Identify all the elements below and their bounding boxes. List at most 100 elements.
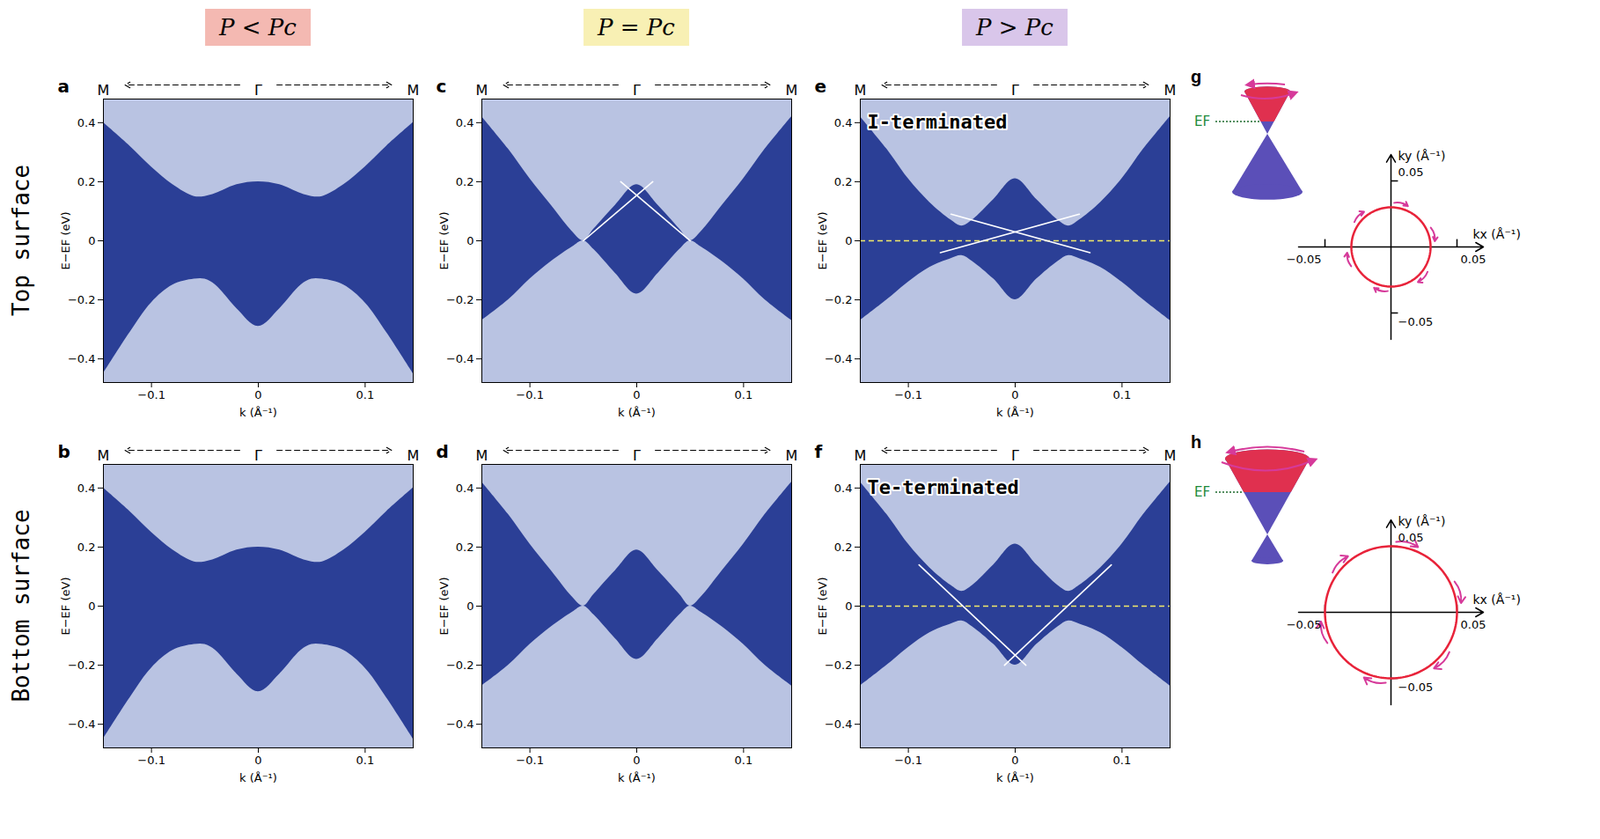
svg-text:ky (Å⁻¹): ky (Å⁻¹) (1398, 513, 1446, 529)
svg-text:0.2: 0.2 (834, 540, 853, 554)
svg-text:0.05: 0.05 (1398, 530, 1424, 544)
svg-text:k (Å⁻¹): k (Å⁻¹) (617, 770, 656, 785)
svg-text:M: M (854, 81, 867, 99)
svg-text:f: f (814, 440, 823, 463)
svg-text:Γ: Γ (254, 447, 263, 464)
svg-text:−0.05: −0.05 (1398, 680, 1434, 694)
svg-text:0.4: 0.4 (455, 115, 475, 129)
svg-text:0.05: 0.05 (1398, 165, 1424, 179)
svg-text:0.1: 0.1 (1113, 388, 1132, 402)
svg-text:0.05: 0.05 (1460, 617, 1487, 632)
svg-text:0: 0 (844, 234, 852, 248)
svg-text:E−EF (eV): E−EF (eV) (815, 577, 830, 636)
svg-text:k (Å⁻¹): k (Å⁻¹) (239, 405, 278, 419)
svg-text:0: 0 (632, 388, 640, 402)
svg-text:c: c (436, 75, 448, 97)
svg-text:Γ: Γ (632, 81, 641, 99)
svg-text:−0.2: −0.2 (824, 293, 853, 307)
svg-text:M: M (476, 447, 489, 464)
svg-text:M: M (785, 447, 799, 464)
svg-text:E−EF (eV): E−EF (eV) (815, 212, 830, 271)
svg-text:kx (Å⁻¹): kx (Å⁻¹) (1473, 227, 1521, 242)
svg-text:−0.1: −0.1 (137, 753, 166, 767)
svg-text:M: M (407, 81, 420, 99)
svg-text:M: M (407, 447, 420, 464)
svg-text:−0.2: −0.2 (67, 658, 96, 672)
svg-text:−0.1: −0.1 (515, 753, 544, 767)
svg-text:k (Å⁻¹): k (Å⁻¹) (996, 405, 1035, 419)
svg-text:−0.2: −0.2 (446, 658, 475, 672)
svg-text:ky (Å⁻¹): ky (Å⁻¹) (1398, 148, 1446, 163)
svg-text:0.1: 0.1 (734, 388, 754, 402)
svg-text:E−EF (eV): E−EF (eV) (58, 212, 73, 271)
svg-text:−0.4: −0.4 (67, 352, 96, 366)
svg-text:0.2: 0.2 (455, 540, 475, 554)
svg-text:E−EF (eV): E−EF (eV) (437, 577, 451, 636)
svg-text:−0.4: −0.4 (446, 352, 475, 366)
svg-text:M: M (476, 81, 489, 99)
svg-text:EF: EF (1194, 484, 1211, 500)
svg-text:−0.05: −0.05 (1398, 315, 1434, 329)
svg-text:M: M (97, 81, 111, 99)
svg-text:−0.05: −0.05 (1286, 252, 1322, 266)
svg-text:e: e (814, 75, 828, 97)
svg-text:0: 0 (254, 388, 262, 402)
svg-text:−0.2: −0.2 (824, 658, 853, 672)
svg-text:−0.4: −0.4 (446, 717, 475, 731)
svg-text:E−EF (eV): E−EF (eV) (437, 212, 451, 271)
svg-text:M: M (854, 447, 867, 464)
svg-text:0.1: 0.1 (734, 753, 754, 767)
svg-text:a: a (58, 75, 71, 97)
svg-text:Γ: Γ (1011, 81, 1020, 99)
svg-text:−0.1: −0.1 (515, 388, 544, 402)
svg-text:−0.4: −0.4 (824, 717, 853, 731)
svg-text:Γ: Γ (254, 81, 263, 99)
svg-text:0.05: 0.05 (1460, 252, 1487, 266)
svg-text:−0.2: −0.2 (446, 293, 475, 307)
svg-text:Te-terminated: Te-terminated (867, 476, 1020, 499)
svg-text:0: 0 (1011, 388, 1019, 402)
svg-text:0.1: 0.1 (356, 753, 375, 767)
svg-text:0: 0 (1011, 753, 1019, 767)
svg-text:−0.1: −0.1 (137, 388, 166, 402)
svg-text:0: 0 (844, 599, 852, 613)
svg-text:−0.1: −0.1 (894, 388, 923, 402)
svg-text:−0.4: −0.4 (824, 352, 853, 366)
svg-text:0.2: 0.2 (77, 540, 96, 554)
svg-text:0: 0 (632, 753, 640, 767)
svg-text:EF: EF (1194, 113, 1211, 130)
svg-text:Γ: Γ (1011, 447, 1020, 464)
svg-text:0.1: 0.1 (356, 388, 375, 402)
svg-text:k (Å⁻¹): k (Å⁻¹) (239, 770, 278, 785)
svg-text:−0.05: −0.05 (1286, 617, 1322, 632)
svg-text:0.4: 0.4 (455, 480, 475, 494)
svg-text:0.4: 0.4 (834, 115, 853, 129)
svg-text:0: 0 (88, 599, 96, 613)
svg-text:k (Å⁻¹): k (Å⁻¹) (996, 770, 1035, 785)
svg-text:0.4: 0.4 (77, 115, 96, 129)
svg-text:0.4: 0.4 (834, 480, 853, 494)
svg-text:0: 0 (88, 234, 96, 248)
svg-text:Γ: Γ (632, 447, 641, 464)
svg-text:−0.4: −0.4 (67, 717, 96, 731)
svg-text:E−EF (eV): E−EF (eV) (58, 577, 73, 636)
svg-text:M: M (97, 447, 111, 464)
svg-text:0.2: 0.2 (834, 175, 853, 189)
svg-text:0.2: 0.2 (455, 175, 475, 189)
svg-text:b: b (58, 440, 71, 463)
svg-text:0.2: 0.2 (77, 175, 96, 189)
svg-text:M: M (1164, 81, 1177, 99)
svg-text:0: 0 (466, 599, 474, 613)
svg-text:0: 0 (254, 753, 262, 767)
svg-text:0.1: 0.1 (1113, 753, 1132, 767)
svg-text:M: M (785, 81, 799, 99)
svg-text:M: M (1164, 447, 1177, 464)
svg-text:−0.2: −0.2 (67, 293, 96, 307)
svg-text:0: 0 (466, 234, 474, 248)
svg-text:kx (Å⁻¹): kx (Å⁻¹) (1473, 592, 1521, 607)
svg-text:0.4: 0.4 (77, 480, 96, 494)
svg-text:I-terminated: I-terminated (867, 110, 1008, 133)
svg-text:d: d (436, 440, 449, 463)
svg-text:k (Å⁻¹): k (Å⁻¹) (617, 405, 656, 419)
svg-text:−0.1: −0.1 (894, 753, 923, 767)
